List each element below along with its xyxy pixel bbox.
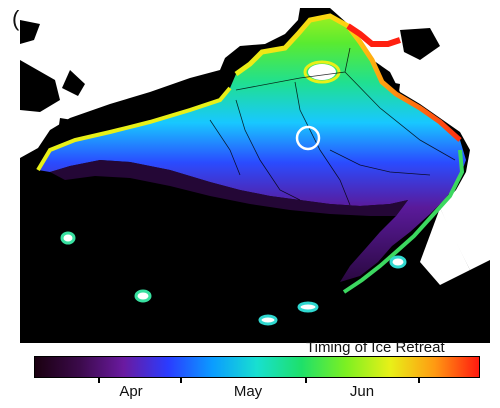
coastal-ice-south bbox=[342, 149, 465, 294]
colorbar-tick bbox=[98, 377, 100, 383]
land bbox=[20, 8, 490, 285]
colorbar-title: Timing of Ice Retreat bbox=[306, 339, 445, 356]
colorbar-tick bbox=[305, 377, 307, 383]
colorbar-tick bbox=[418, 377, 420, 383]
ice-field bbox=[38, 16, 466, 282]
region-boundaries bbox=[209, 47, 456, 206]
colorbar-label-apr: Apr bbox=[119, 383, 143, 400]
coastal-edge-west bbox=[36, 86, 232, 172]
colorbar-label-jun: Jun bbox=[349, 383, 375, 400]
colorbar bbox=[34, 356, 480, 378]
islands bbox=[60, 60, 407, 326]
red-retreat-edge bbox=[346, 23, 401, 47]
colorbar-tick bbox=[180, 377, 182, 383]
early-retreat-band bbox=[50, 160, 408, 216]
circle-marker bbox=[295, 125, 321, 151]
colorbar-label-may: May bbox=[233, 383, 263, 400]
